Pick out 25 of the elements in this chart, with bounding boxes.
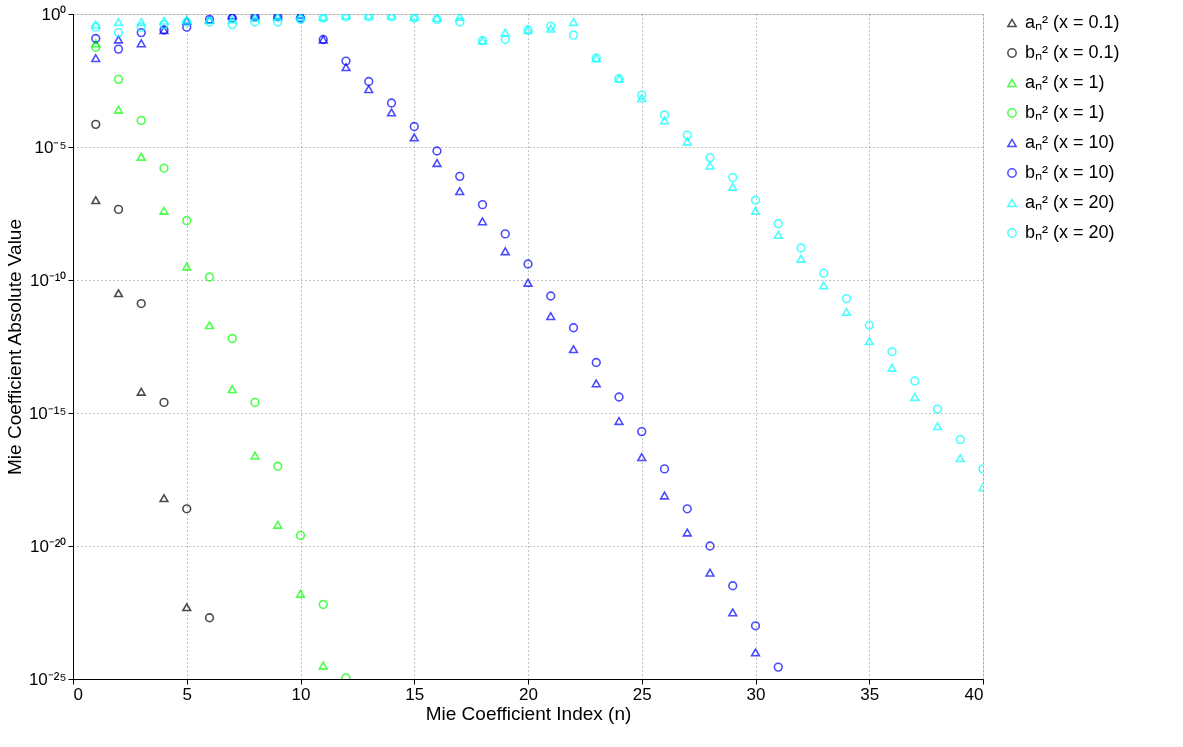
x-tick-label: 30 (746, 684, 766, 704)
y-tick-label: 10⁻²⁰ (29, 536, 67, 556)
x-axis-title: Mie Coefficient Index (n) (425, 702, 632, 724)
y-axis-title: Mie Coefficient Absolute Value (3, 219, 25, 475)
x-tick-label: 40 (964, 684, 984, 704)
legend-label: aₙ² (x = 20) (1025, 192, 1115, 212)
legend-label: aₙ² (x = 10) (1025, 132, 1115, 152)
x-tick-label: 5 (182, 684, 192, 704)
y-tick-label: 10⁻¹⁰ (29, 270, 67, 290)
x-tick-label: 15 (405, 684, 425, 704)
x-tick-label: 35 (860, 684, 880, 704)
legend-label: bₙ² (x = 0.1) (1025, 42, 1120, 62)
x-tick-label: 0 (73, 684, 83, 704)
y-tick-label: 10⁻²⁵ (28, 669, 67, 689)
legend-label: bₙ² (x = 10) (1025, 162, 1115, 182)
y-tick-label: 10⁰ (41, 4, 67, 24)
y-tick-label: 10⁻¹⁵ (28, 403, 67, 423)
legend-label: bₙ² (x = 20) (1025, 222, 1115, 242)
legend-label: bₙ² (x = 1) (1025, 102, 1105, 122)
x-tick-label: 10 (291, 684, 311, 704)
legend-label: aₙ² (x = 1) (1025, 72, 1105, 92)
x-tick-label: 20 (519, 684, 538, 704)
legend-label: aₙ² (x = 0.1) (1025, 12, 1120, 32)
x-tick-label: 25 (632, 684, 652, 704)
y-tick-label: 10⁻⁵ (34, 137, 67, 157)
